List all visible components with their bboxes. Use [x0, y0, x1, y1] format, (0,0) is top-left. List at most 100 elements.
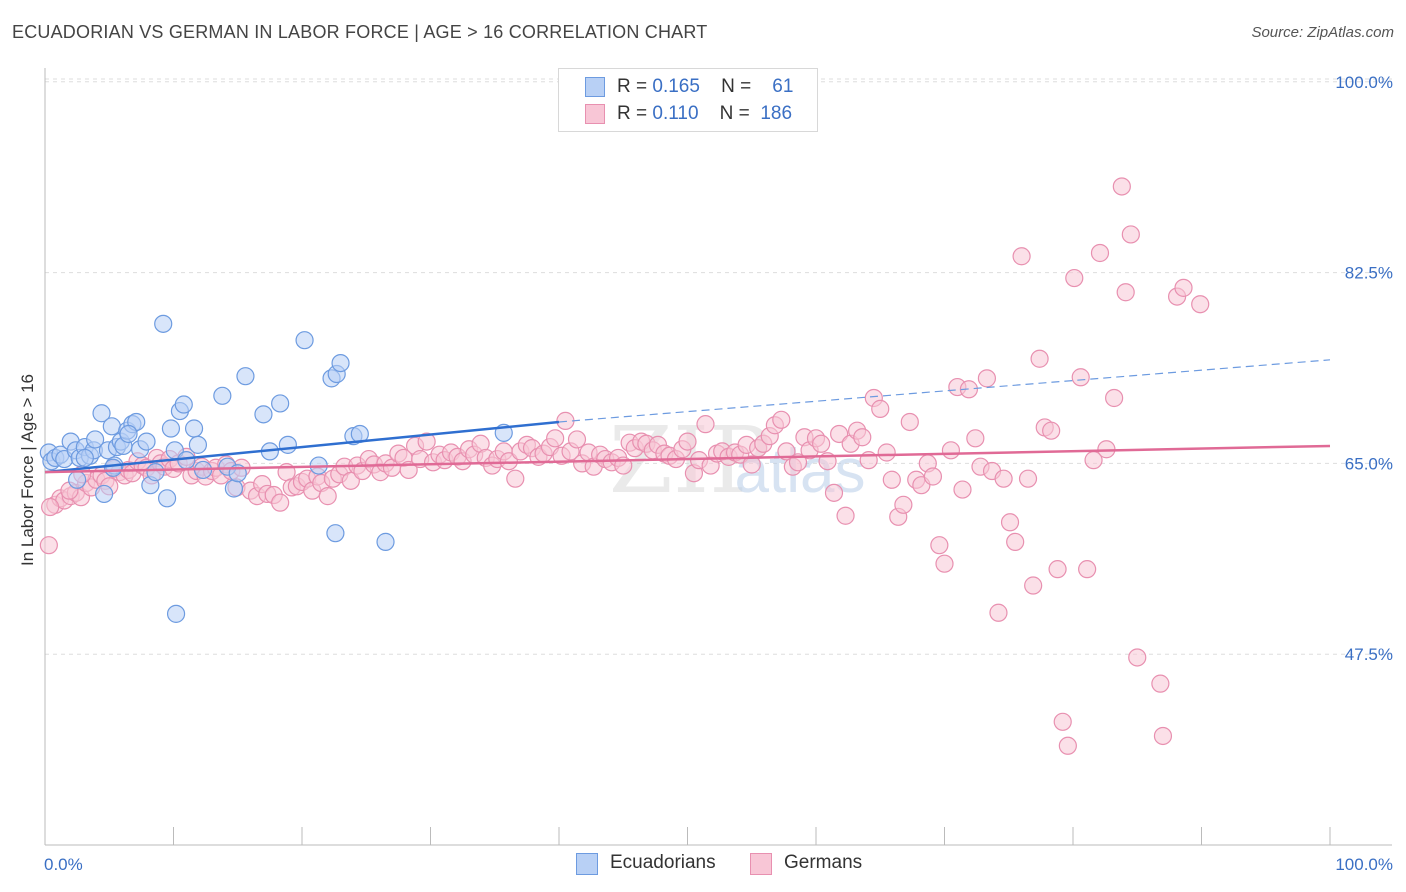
point-germans: [696, 415, 715, 434]
point-germans: [506, 469, 525, 488]
point-germans: [836, 506, 855, 525]
point-germans: [941, 441, 961, 460]
point-germans: [1024, 576, 1043, 595]
point-germans: [1151, 674, 1170, 693]
point-germans: [853, 428, 872, 447]
point-germans: [994, 469, 1013, 488]
point-germans: [777, 442, 796, 461]
point-ecuadorians: [146, 463, 165, 482]
point-germans: [877, 443, 896, 462]
point-germans: [546, 429, 565, 448]
point-germans: [567, 430, 587, 449]
x-tick-label: 100.0%: [1335, 855, 1393, 874]
point-ecuadorians: [184, 419, 204, 438]
point-ecuadorians: [188, 435, 208, 454]
point-ecuadorians: [376, 532, 395, 552]
point-germans: [1121, 225, 1140, 244]
point-ecuadorians: [119, 424, 138, 444]
point-germans: [894, 495, 913, 514]
point-germans: [1153, 726, 1173, 746]
point-germans: [417, 432, 436, 451]
point-ecuadorians: [95, 484, 114, 504]
y-tick-label: 65.0%: [1345, 454, 1393, 473]
n-value: 61: [772, 76, 794, 97]
chart-title: ECUADORIAN VS GERMAN IN LABOR FORCE | AG…: [12, 22, 708, 42]
point-germans: [1071, 368, 1090, 387]
legend-swatch-germans: [750, 853, 772, 875]
series-ecuadorians: [39, 314, 513, 623]
point-germans: [977, 369, 997, 388]
legend-swatch-ecuadorians: [585, 77, 605, 97]
point-germans: [966, 429, 985, 448]
trend-line-ecuadorians: [44, 420, 560, 474]
point-germans: [678, 432, 697, 451]
point-germans: [1090, 243, 1110, 263]
point-germans: [499, 452, 518, 471]
correlation-legend: R = 0.165 N = 61 R = 0.110 N = 186: [558, 68, 818, 132]
x-tick-label: 0.0%: [44, 855, 83, 874]
point-germans: [271, 493, 290, 512]
n-label: N =: [719, 103, 750, 124]
point-ecuadorians: [154, 314, 173, 333]
r-label: R =: [617, 103, 648, 124]
point-germans: [1174, 278, 1193, 297]
point-germans: [1012, 247, 1031, 266]
legend-label-ecuadorians: Ecuadorians: [610, 852, 716, 873]
point-ecuadorians: [278, 435, 297, 454]
trend-lines: [44, 359, 1331, 474]
point-ecuadorians: [271, 394, 290, 413]
point-germans: [900, 412, 919, 432]
point-germans: [41, 497, 60, 517]
y-tick-labels: 47.5% 65.0% 82.5% 100.0%: [1335, 73, 1393, 664]
point-ecuadorians: [174, 395, 193, 414]
x-tick-labels: 0.0% 100.0%: [44, 855, 1393, 874]
point-ecuadorians: [236, 367, 255, 386]
point-ecuadorians: [295, 331, 314, 350]
legend-stats-germans: R = 0.110 N = 186: [617, 103, 792, 125]
point-germans: [824, 483, 844, 502]
point-germans: [1065, 268, 1084, 288]
point-ecuadorians: [161, 419, 181, 438]
y-axis-label-wrap: In Labor Force | Age > 16: [18, 374, 38, 576]
legend-label-germans: Germans: [784, 852, 863, 873]
point-germans: [772, 410, 791, 429]
point-germans: [1058, 736, 1077, 755]
legend-stats-ecuadorians: R = 0.165 N = 61: [617, 76, 793, 98]
point-germans: [1042, 421, 1061, 440]
point-germans: [812, 434, 831, 453]
point-ecuadorians: [86, 430, 105, 449]
legend-swatch-ecuadorians: [576, 853, 598, 875]
grid-lines: [45, 78, 1392, 655]
point-ecuadorians: [166, 604, 186, 623]
point-germans: [1048, 560, 1067, 579]
point-germans: [1000, 513, 1020, 532]
point-germans: [953, 480, 972, 499]
point-ecuadorians: [254, 405, 273, 424]
y-tick-label: 47.5%: [1345, 645, 1393, 664]
source-label: Source: ZipAtlas.com: [1251, 24, 1394, 41]
n-value: 186: [760, 103, 793, 124]
point-germans: [1105, 388, 1124, 408]
point-ecuadorians: [75, 448, 94, 468]
point-germans: [1006, 532, 1025, 552]
point-germans: [1018, 469, 1038, 488]
point-germans: [742, 455, 761, 474]
point-ecuadorians: [102, 417, 121, 436]
point-germans: [830, 424, 849, 444]
y-tick-label: 100.0%: [1335, 73, 1393, 92]
point-germans: [871, 399, 890, 418]
r-value: 0.165: [652, 76, 700, 97]
r-label: R =: [617, 76, 648, 97]
point-ecuadorians: [104, 458, 123, 477]
point-germans: [930, 536, 949, 555]
y-tick-label: 82.5%: [1345, 264, 1393, 283]
point-germans: [989, 603, 1008, 622]
point-germans: [341, 471, 360, 490]
r-value: 0.110: [652, 103, 699, 124]
point-germans: [1053, 712, 1072, 731]
point-germans: [923, 467, 943, 486]
point-germans: [1078, 560, 1097, 579]
y-axis-label: In Labor Force | Age > 16: [18, 373, 37, 566]
n-label: N =: [721, 76, 752, 97]
